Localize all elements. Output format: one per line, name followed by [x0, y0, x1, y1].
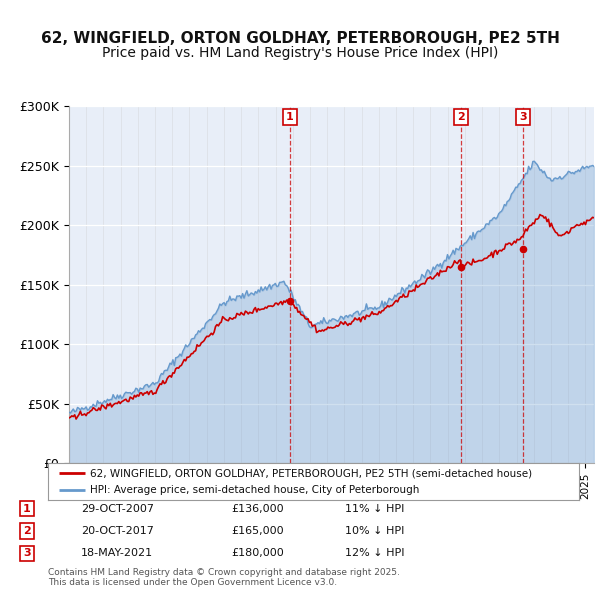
Text: £136,000: £136,000	[231, 504, 284, 513]
Point	[518, 244, 528, 254]
Text: 1: 1	[23, 504, 31, 513]
Text: 1: 1	[286, 112, 294, 122]
Text: 20-OCT-2017: 20-OCT-2017	[81, 526, 154, 536]
Point	[457, 262, 466, 271]
Text: 2: 2	[458, 112, 466, 122]
Text: 11% ↓ HPI: 11% ↓ HPI	[345, 504, 404, 513]
Text: 62, WINGFIELD, ORTON GOLDHAY, PETERBOROUGH, PE2 5TH: 62, WINGFIELD, ORTON GOLDHAY, PETERBOROU…	[41, 31, 559, 45]
Point	[285, 297, 295, 306]
Text: HPI: Average price, semi-detached house, City of Peterborough: HPI: Average price, semi-detached house,…	[91, 486, 420, 495]
Text: 12% ↓ HPI: 12% ↓ HPI	[345, 549, 404, 558]
Text: 62, WINGFIELD, ORTON GOLDHAY, PETERBOROUGH, PE2 5TH (semi-detached house): 62, WINGFIELD, ORTON GOLDHAY, PETERBOROU…	[91, 468, 533, 478]
Text: 10% ↓ HPI: 10% ↓ HPI	[345, 526, 404, 536]
Text: Contains HM Land Registry data © Crown copyright and database right 2025.
This d: Contains HM Land Registry data © Crown c…	[48, 568, 400, 587]
Text: 18-MAY-2021: 18-MAY-2021	[81, 549, 153, 558]
Text: £180,000: £180,000	[231, 549, 284, 558]
Text: 3: 3	[519, 112, 527, 122]
Text: 3: 3	[23, 549, 31, 558]
Text: Price paid vs. HM Land Registry's House Price Index (HPI): Price paid vs. HM Land Registry's House …	[102, 46, 498, 60]
Text: 2: 2	[23, 526, 31, 536]
Text: £165,000: £165,000	[231, 526, 284, 536]
Text: 29-OCT-2007: 29-OCT-2007	[81, 504, 154, 513]
